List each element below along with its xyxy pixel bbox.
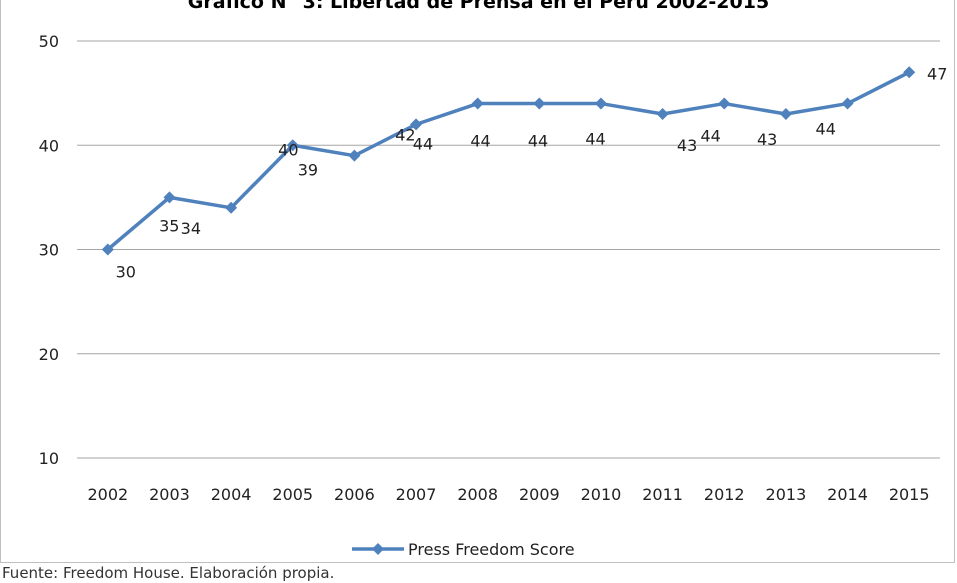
data-point bbox=[903, 66, 916, 79]
data-label: 42 bbox=[395, 125, 415, 144]
x-tick-label: 2015 bbox=[889, 485, 930, 504]
x-tick-label: 2010 bbox=[581, 485, 622, 504]
data-point bbox=[779, 107, 792, 120]
y-tick-label: 10 bbox=[39, 449, 59, 468]
x-tick-label: 2005 bbox=[272, 485, 313, 504]
data-label: 44 bbox=[816, 120, 836, 139]
data-label: 44 bbox=[413, 135, 433, 154]
x-tick-label: 2007 bbox=[396, 485, 437, 504]
x-tick-label: 2012 bbox=[704, 485, 745, 504]
y-tick-label: 30 bbox=[39, 241, 59, 260]
x-tick-label: 2003 bbox=[149, 485, 190, 504]
data-label: 35 bbox=[159, 216, 179, 235]
data-point bbox=[656, 107, 669, 120]
data-point bbox=[718, 97, 731, 110]
chart-title: Gráfico N° 3: Libertad de Prensa en el P… bbox=[187, 0, 770, 13]
x-tick-label: 2013 bbox=[766, 485, 807, 504]
data-point bbox=[163, 191, 176, 204]
y-tick-label: 40 bbox=[39, 136, 59, 155]
y-axis-ticks: 10 20 30 40 50 bbox=[39, 32, 59, 468]
chart-frame bbox=[0, 0, 955, 563]
data-point bbox=[348, 149, 361, 162]
legend-label: Press Freedom Score bbox=[408, 540, 575, 559]
legend-marker bbox=[372, 543, 384, 555]
series-line-press-freedom bbox=[106, 70, 910, 251]
data-point bbox=[410, 118, 423, 131]
x-tick-label: 2011 bbox=[642, 485, 683, 504]
data-point bbox=[101, 243, 114, 256]
data-point bbox=[841, 97, 854, 110]
data-point bbox=[533, 97, 546, 110]
data-point bbox=[225, 201, 238, 214]
x-tick-label: 2008 bbox=[457, 485, 498, 504]
data-label: 30 bbox=[116, 263, 136, 282]
data-label: 40 bbox=[278, 140, 298, 159]
gridlines bbox=[77, 40, 940, 459]
data-label: 47 bbox=[927, 64, 947, 83]
x-tick-label: 2014 bbox=[827, 485, 868, 504]
data-label: 44 bbox=[470, 132, 490, 151]
data-label: 43 bbox=[677, 136, 697, 155]
data-label: 44 bbox=[528, 132, 548, 151]
y-tick-label: 50 bbox=[39, 32, 59, 51]
data-label: 39 bbox=[298, 161, 318, 180]
data-point bbox=[286, 139, 299, 152]
data-label: 44 bbox=[700, 127, 720, 146]
series-line bbox=[101, 66, 916, 256]
y-tick-label: 20 bbox=[39, 345, 59, 364]
data-label: 43 bbox=[757, 130, 777, 149]
data-label: 44 bbox=[585, 130, 605, 149]
x-tick-label: 2006 bbox=[334, 485, 375, 504]
x-tick-label: 2009 bbox=[519, 485, 560, 504]
legend: Press Freedom Score bbox=[352, 540, 575, 559]
x-axis-ticks: 2002 2003 2004 2005 2006 2007 2008 2009 2010 2011… bbox=[87, 485, 929, 504]
source-note: Fuente: Freedom House. Elaboración propi… bbox=[2, 564, 335, 582]
x-tick-label: 2004 bbox=[211, 485, 252, 504]
data-point bbox=[471, 97, 484, 110]
data-label: 34 bbox=[181, 219, 201, 238]
data-point bbox=[594, 97, 607, 110]
x-tick-label: 2002 bbox=[87, 485, 128, 504]
